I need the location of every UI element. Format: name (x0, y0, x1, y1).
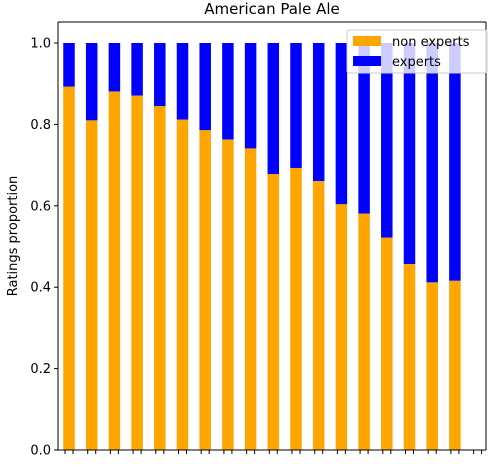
chart-title: American Pale Ale (204, 0, 340, 18)
bar-experts-7 (222, 43, 234, 140)
bar-non-experts-13 (358, 213, 370, 450)
y-tick-label-2: 0.4 (30, 281, 51, 296)
bar-non-experts-4 (154, 106, 166, 450)
bar-experts-17 (449, 43, 461, 281)
bar-experts-9 (267, 43, 280, 175)
bar-experts-16 (426, 43, 438, 283)
bar-non-experts-12 (335, 204, 348, 450)
bar-experts-2 (108, 43, 121, 92)
bar-non-experts-9 (267, 174, 280, 451)
bar-experts-5 (176, 43, 189, 120)
bar-non-experts-1 (85, 120, 98, 450)
y-tick-label-1: 0.2 (30, 362, 51, 377)
bar-non-experts-17 (449, 280, 461, 450)
y-tick-label-5: 1.0 (30, 37, 51, 52)
bar-non-experts-5 (176, 119, 189, 451)
y-tick-label-3: 0.6 (30, 199, 51, 214)
bar-non-experts-6 (199, 130, 211, 450)
bars-group (63, 43, 461, 451)
bar-experts-1 (85, 43, 98, 121)
bar-non-experts-14 (381, 237, 393, 450)
bar-non-experts-16 (426, 282, 438, 450)
bar-experts-8 (244, 43, 257, 149)
axes-group: 0.0 0.2 0.4 0.6 0.8 1.0 (30, 21, 487, 459)
bar-non-experts-8 (244, 148, 257, 450)
bar-experts-13 (358, 43, 370, 214)
bar-non-experts-2 (108, 91, 121, 451)
legend-swatch-experts (353, 56, 381, 66)
legend-frame (346, 29, 488, 74)
bar-non-experts-11 (312, 180, 325, 450)
y-tick-label-4: 0.8 (30, 118, 51, 133)
y-axis-label: Ratings proportion (6, 176, 21, 297)
bar-non-experts-15 (403, 264, 416, 450)
legend-swatch-non-experts (353, 36, 381, 46)
bar-non-experts-10 (290, 167, 302, 450)
legend-label-non-experts: non experts (392, 35, 470, 50)
bar-experts-10 (290, 43, 302, 168)
bar-non-experts-0 (63, 86, 75, 451)
bar-experts-11 (312, 43, 325, 181)
legend: non experts experts (346, 29, 488, 74)
bar-experts-12 (335, 43, 348, 205)
bar-non-experts-3 (131, 95, 143, 450)
bar-experts-0 (63, 43, 75, 87)
bar-experts-4 (154, 43, 166, 107)
bar-non-experts-7 (222, 139, 234, 450)
bar-experts-15 (403, 43, 416, 264)
bar-experts-3 (131, 43, 143, 96)
bar-experts-6 (199, 43, 211, 131)
legend-label-experts: experts (392, 55, 441, 70)
y-tick-label-0: 0.0 (30, 444, 51, 459)
bar-experts-14 (381, 43, 393, 238)
